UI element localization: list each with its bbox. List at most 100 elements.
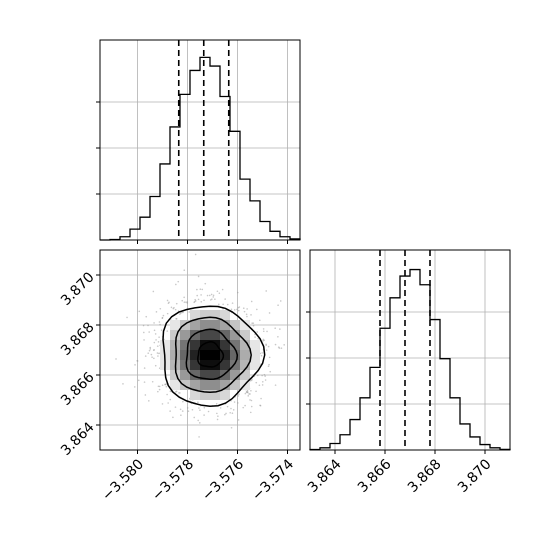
sample-point [159,307,162,310]
sample-point [180,414,182,416]
sample-point [156,352,159,354]
sample-point [187,410,190,413]
sample-point [156,345,159,347]
density-cell [200,310,210,320]
sample-point [230,407,232,410]
y-tick-label: 3.870 [58,269,98,309]
sample-point [166,330,169,332]
sample-point [207,410,210,413]
sample-point [154,364,157,367]
sample-point [149,346,152,349]
density-cell [220,320,230,330]
density-cell [190,320,200,330]
sample-point [251,378,253,381]
sample-point [268,363,270,366]
density-cell [240,340,250,350]
sample-point [197,298,200,301]
x-tick-label: −3.578 [149,456,197,504]
sample-point [206,294,209,297]
sample-point [148,349,151,352]
sample-point [161,403,164,405]
sample-point [144,394,147,396]
sample-point [152,349,155,352]
sample-point [155,339,157,341]
sample-point [183,269,186,272]
density-cell [170,380,180,390]
sample-point [217,415,219,417]
sample-point [194,253,197,256]
density-cell [210,350,220,360]
sample-point [263,373,266,376]
density-cell [190,340,200,350]
density-cell [180,330,190,340]
sample-point [237,309,240,312]
sample-point [153,357,155,360]
sample-point [143,331,145,334]
quantile-lines [177,40,230,240]
sample-point [262,328,265,330]
sample-point [147,352,150,354]
histogram-steps [309,268,511,451]
sample-point [153,329,156,332]
contour-line [174,316,252,394]
sample-point [260,397,262,400]
density-cell [200,340,210,350]
sample-point [143,381,146,383]
sample-point [243,310,246,313]
axes-frame [99,249,301,451]
x-tick-label: −3.580 [99,456,147,504]
sample-point [226,405,229,408]
y-tick-label: 3.868 [58,319,98,359]
density-cell [210,310,220,320]
sample-point [252,322,255,324]
sample-point [182,311,184,314]
sample-point [237,395,240,397]
x-tick-label: 3.870 [455,456,495,496]
sample-point [198,436,200,438]
sample-point [255,381,258,384]
x-tick-label: 3.868 [405,456,445,496]
sample-point [246,308,248,310]
contour-lines [162,305,266,407]
sample-point [181,311,183,314]
sample-point [247,395,250,397]
density-cell [240,360,250,370]
sample-point [250,399,253,402]
sample-point [244,392,247,395]
sample-point [203,406,206,409]
sample-point [174,308,177,311]
sample-point [214,298,216,301]
sample-point [160,329,163,332]
sample-point [215,403,218,405]
sample-point [186,407,189,409]
sample-point [237,419,240,421]
contour-line [197,341,225,368]
sample-point [201,288,204,291]
sample-point [277,335,279,338]
sample-point [165,385,168,388]
sample-point [261,384,264,386]
sample-point [244,404,246,407]
sample-point [159,323,161,326]
sample-point [245,391,248,394]
sample-point [157,341,160,343]
density-cell [180,370,190,380]
density-cell [180,350,190,360]
sample-point [224,298,226,300]
x-tick-label: −3.574 [249,456,297,504]
sample-point [237,306,240,309]
sample-point [261,352,263,354]
sample-point [255,390,257,393]
sample-point [250,314,252,316]
sample-point [277,346,280,348]
sample-point [230,426,233,429]
sample-point [259,319,261,322]
density-cell [170,370,180,380]
sample-point [250,405,253,408]
sample-point [126,316,128,319]
sample-point [237,402,239,404]
sample-point [179,408,182,411]
sample-point [256,374,259,377]
sample-point [257,337,259,340]
sample-point [211,298,213,300]
